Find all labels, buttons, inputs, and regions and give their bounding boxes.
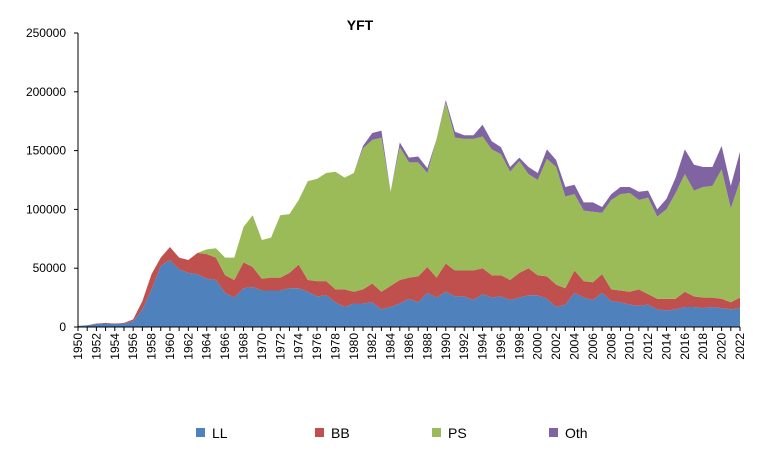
y-tick-label: 50000 (33, 261, 67, 275)
y-tick-label: 150000 (26, 144, 66, 158)
x-tick-label: 1982 (365, 333, 379, 360)
x-tick-label: 1976 (310, 333, 324, 360)
y-tick-label: 0 (59, 320, 66, 334)
x-tick-label: 1972 (273, 333, 287, 360)
x-tick-label: 1970 (255, 333, 269, 360)
x-tick-label: 1988 (420, 333, 434, 360)
x-tick-label: 1960 (163, 333, 177, 360)
x-tick-label: 2002 (549, 333, 563, 360)
legend-label-ll: LL (212, 425, 228, 441)
x-tick-label: 1956 (126, 333, 140, 360)
x-tick-label: 1996 (494, 333, 508, 360)
legend-label-oth: Oth (565, 425, 588, 441)
x-tick-label: 2004 (568, 333, 582, 360)
legend-swatch-oth (549, 428, 558, 437)
x-tick-label: 1994 (476, 333, 490, 360)
x-tick-label: 1990 (439, 333, 453, 360)
x-tick-label: 2018 (696, 333, 710, 360)
x-tick-label: 1966 (218, 333, 232, 360)
x-tick-label: 1964 (200, 333, 214, 360)
area-ps (78, 102, 740, 326)
x-tick-label: 2006 (586, 333, 600, 360)
x-tick-label: 1952 (89, 333, 103, 360)
x-tick-label: 2016 (678, 333, 692, 360)
x-tick-label: 1998 (512, 333, 526, 360)
y-tick-label: 200000 (26, 85, 66, 99)
legend-swatch-ps (432, 428, 441, 437)
axes: 0 50000 100000 150000 200000 250000 1950 1952 19… (26, 26, 747, 360)
x-tick-label: 2000 (531, 333, 545, 360)
area-ll (78, 259, 740, 327)
legend: LL BB PS Oth (196, 425, 588, 441)
x-tick-label: 1978 (328, 333, 342, 360)
x-tick-label: 2020 (715, 333, 729, 360)
x-tick-label: 1992 (457, 333, 471, 360)
x-tick-label: 2010 (623, 333, 637, 360)
series-areas (78, 100, 740, 327)
x-tick-label: 2014 (659, 333, 673, 360)
legend-swatch-bb (315, 428, 324, 437)
x-tick-label: 1980 (347, 333, 361, 360)
x-tick-label: 2008 (604, 333, 618, 360)
x-tick-label: 1974 (292, 333, 306, 360)
legend-label-bb: BB (331, 425, 350, 441)
chart-title: YFT (347, 17, 374, 33)
area-bb (78, 247, 740, 326)
x-tick-label: 1984 (384, 333, 398, 360)
x-tick-label: 2012 (641, 333, 655, 360)
legend-label-ps: PS (448, 425, 467, 441)
y-tick-label: 100000 (26, 202, 66, 216)
x-tick-label: 1962 (181, 333, 195, 360)
x-tick-label: 2022 (733, 333, 747, 360)
x-tick-label: 1950 (71, 333, 85, 360)
x-tick-label: 1954 (108, 333, 122, 360)
x-tick-label: 1968 (237, 333, 251, 360)
y-tick-label: 250000 (26, 26, 66, 40)
x-tick-label: 1986 (402, 333, 416, 360)
x-tick-label: 1958 (145, 333, 159, 360)
legend-swatch-ll (196, 428, 205, 437)
